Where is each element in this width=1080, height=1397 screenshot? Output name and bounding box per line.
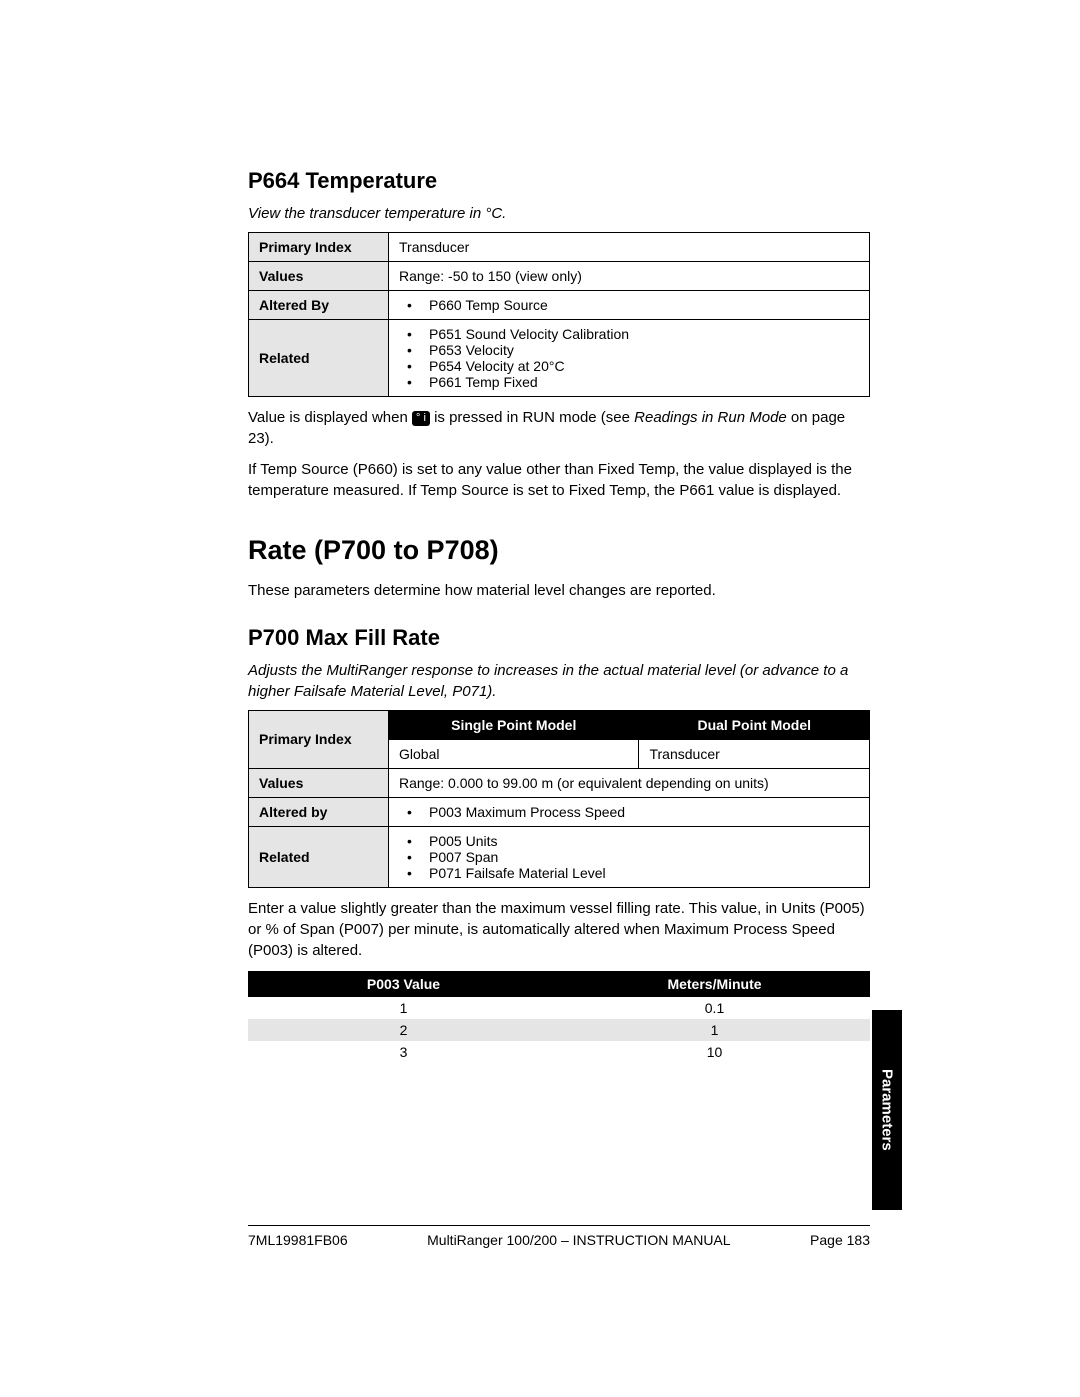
row-value: P660 Temp Source [389, 291, 870, 320]
row-label: Primary Index [249, 233, 389, 262]
note-p664-2: If Temp Source (P660) is set to any valu… [248, 459, 870, 501]
col-head: Dual Point Model [639, 710, 870, 739]
list-item: P003 Maximum Process Speed [407, 804, 859, 820]
table-cell: 3 [248, 1041, 559, 1063]
row-value: P005 Units P007 Span P071 Failsafe Mater… [389, 826, 870, 887]
row-label: Altered by [249, 797, 389, 826]
desc-p664: View the transducer temperature in °C. [248, 204, 870, 224]
table-cell: 1 [248, 997, 559, 1019]
table-p700: Primary Index Single Point Model Dual Po… [248, 710, 870, 888]
table-cell: 0.1 [559, 997, 870, 1019]
table-p003: P003 Value Meters/Minute 1 0.1 2 1 3 10 [248, 971, 870, 1063]
intro-rate: These parameters determine how material … [248, 580, 870, 601]
heading-p700: P700 Max Fill Rate [248, 625, 870, 651]
heading-p664: P664 Temperature [248, 168, 870, 194]
row-value: P003 Maximum Process Speed [389, 797, 870, 826]
footer-left: 7ML19981FB06 [248, 1232, 348, 1248]
list-item: P005 Units [407, 833, 859, 849]
list-item: P007 Span [407, 849, 859, 865]
row-label: Values [249, 768, 389, 797]
row-label: Values [249, 262, 389, 291]
row-value: Transducer [639, 739, 870, 768]
list-item: P661 Temp Fixed [407, 374, 859, 390]
list-item: P071 Failsafe Material Level [407, 865, 859, 881]
table-cell: 10 [559, 1041, 870, 1063]
list-item: P654 Velocity at 20°C [407, 358, 859, 374]
row-value: Range: 0.000 to 99.00 m (or equivalent d… [389, 768, 870, 797]
page-footer: 7ML19981FB06 MultiRanger 100/200 – INSTR… [248, 1225, 870, 1248]
note-p700: Enter a value slightly greater than the … [248, 898, 870, 961]
heading-rate: Rate (P700 to P708) [248, 535, 870, 566]
row-label: Primary Index [249, 710, 389, 768]
row-value: Transducer [389, 233, 870, 262]
row-label: Related [249, 320, 389, 397]
col-head: Single Point Model [389, 710, 639, 739]
footer-right: Page 183 [810, 1232, 870, 1248]
col-head: Meters/Minute [559, 971, 870, 997]
desc-p700: Adjusts the MultiRanger response to incr… [248, 661, 870, 702]
footer-center: MultiRanger 100/200 – INSTRUCTION MANUAL [427, 1232, 730, 1248]
note-p664-1: Value is displayed when ° i is pressed i… [248, 407, 870, 449]
row-value: Range: -50 to 150 (view only) [389, 262, 870, 291]
list-item: P653 Velocity [407, 342, 859, 358]
table-p664: Primary Index Transducer Values Range: -… [248, 232, 870, 397]
info-icon: ° i [412, 411, 430, 426]
table-cell: 1 [559, 1019, 870, 1041]
row-value: P651 Sound Velocity Calibration P653 Vel… [389, 320, 870, 397]
side-tab-label: Parameters [879, 1069, 896, 1151]
row-label: Altered By [249, 291, 389, 320]
row-value: Global [389, 739, 639, 768]
table-cell: 2 [248, 1019, 559, 1041]
list-item: P660 Temp Source [407, 297, 859, 313]
side-tab-parameters: Parameters [872, 1010, 902, 1210]
col-head: P003 Value [248, 971, 559, 997]
list-item: P651 Sound Velocity Calibration [407, 326, 859, 342]
row-label: Related [249, 826, 389, 887]
